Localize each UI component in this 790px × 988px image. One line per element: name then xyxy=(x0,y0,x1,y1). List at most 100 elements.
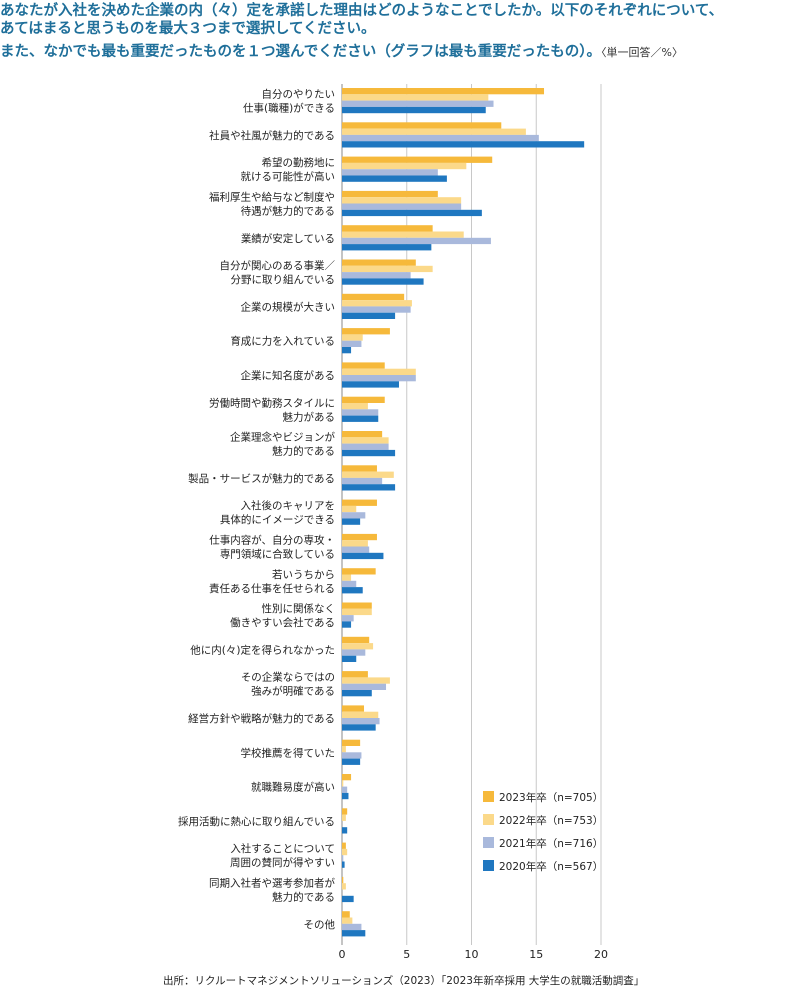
category-label: 分野に取り組んでいる xyxy=(231,273,335,286)
question-line-2: あてはまると思うものを最大３つまで選択してください。 xyxy=(0,21,376,37)
category-label: 労働時間や勤務スタイルに xyxy=(209,396,335,409)
bar xyxy=(342,780,344,787)
category-label: 魅力がある xyxy=(283,410,336,423)
bar xyxy=(342,471,394,478)
category-label: 就職難易度が高い xyxy=(251,781,335,794)
category-label: 企業に知名度がある xyxy=(241,369,336,382)
bar xyxy=(342,643,374,650)
bar xyxy=(342,237,491,245)
x-tick-label: 0 xyxy=(339,948,346,961)
category-label: 仕事内容が、自分の専攻・ xyxy=(209,534,335,547)
category-label: 製品・サービスが魅力的である xyxy=(188,472,335,485)
bar xyxy=(342,724,376,731)
x-tick-label: 15 xyxy=(529,948,543,961)
bar xyxy=(342,827,348,834)
category-label: 魅力的である xyxy=(272,445,335,458)
bar xyxy=(342,792,349,800)
bar xyxy=(342,602,372,609)
category-label: 周囲の賛同が得やすい xyxy=(230,856,335,869)
category-label: 学校推薦を得ていた xyxy=(241,746,336,759)
category-label: 社員や社風が魅力的である xyxy=(209,129,335,142)
bar xyxy=(342,94,489,101)
category-labels: 自分のやりたい仕事(職種)ができる社員や社風が魅力的である希望の勤務地に就ける可… xyxy=(178,88,335,931)
bar xyxy=(342,437,389,444)
bar xyxy=(342,340,362,347)
bar xyxy=(342,705,365,712)
bar xyxy=(342,505,357,513)
bar xyxy=(342,449,396,457)
question-line-3-text: また、なかでも最も重要だったものを１つ選んでください（グラフは最も重要だったもの… xyxy=(0,44,602,60)
bar xyxy=(342,209,482,217)
bar xyxy=(342,431,383,438)
category-label: その企業ならではの xyxy=(241,671,335,684)
bar xyxy=(342,587,363,594)
category-label: その他 xyxy=(304,918,336,931)
category-label: 強みが明確である xyxy=(251,685,335,698)
bar xyxy=(342,368,416,375)
bar xyxy=(342,512,366,519)
bar xyxy=(342,546,370,553)
bar xyxy=(342,739,361,746)
bar xyxy=(342,106,486,114)
bar xyxy=(342,615,354,622)
bar xyxy=(342,758,361,765)
bar xyxy=(342,636,370,644)
bar xyxy=(342,911,350,918)
bar xyxy=(342,122,502,129)
category-label: 就ける可能性が高い xyxy=(241,170,336,183)
bar xyxy=(342,347,352,354)
bar xyxy=(342,231,464,238)
bar xyxy=(342,403,368,410)
bar xyxy=(342,293,405,301)
bar xyxy=(342,306,411,313)
legend-swatch xyxy=(483,860,494,871)
bar xyxy=(342,312,396,319)
question-line-3: また、なかでも最も重要だったものを１つ選んでください（グラフは最も重要だったもの… xyxy=(0,43,790,62)
bar xyxy=(342,190,438,198)
category-label: 同期入社者や選考参加者が xyxy=(209,877,335,890)
x-tick-label: 5 xyxy=(403,948,410,961)
category-label: 企業の規模が大きい xyxy=(241,300,336,313)
bar xyxy=(342,169,438,176)
bar xyxy=(342,484,396,491)
bar xyxy=(342,861,345,868)
x-tick-label: 10 xyxy=(465,948,479,961)
bar xyxy=(342,443,389,450)
bar xyxy=(342,574,352,581)
bar xyxy=(342,568,376,575)
category-label: 待遇が魅力的である xyxy=(241,205,335,218)
bar xyxy=(342,518,361,525)
bar xyxy=(342,848,348,856)
bar xyxy=(342,808,348,815)
category-label: 他に内(々)定を得られなかった xyxy=(190,643,335,656)
category-label: 専門領域に合致している xyxy=(220,548,335,561)
bar xyxy=(342,540,368,547)
legend-label: 2020年卒（n=567） xyxy=(499,860,603,873)
bar xyxy=(342,876,344,884)
bar xyxy=(342,752,362,759)
source-note: 出所：リクルートマネジメントソリューションズ（2023）「2023年新卒採用 大… xyxy=(163,975,645,987)
category-label: 企業理念やビジョンが xyxy=(230,431,335,444)
category-label: 入社することについて xyxy=(230,842,335,855)
category-label: 育成に力を入れている xyxy=(230,335,335,348)
bars xyxy=(342,88,585,937)
bar xyxy=(342,88,545,95)
bar xyxy=(342,649,366,656)
legend-swatch xyxy=(483,837,494,848)
category-label: 若いうちから xyxy=(272,568,335,581)
bar xyxy=(342,718,380,725)
bar xyxy=(342,690,372,697)
bar xyxy=(342,162,467,170)
bar xyxy=(342,141,585,148)
bar xyxy=(342,711,379,718)
bar xyxy=(342,225,433,232)
bar xyxy=(342,608,372,616)
bar xyxy=(342,923,362,931)
bar xyxy=(342,362,385,369)
category-label: 福利厚生や給与など制度や xyxy=(209,191,335,204)
bar xyxy=(342,552,384,560)
bar xyxy=(342,381,399,388)
bar xyxy=(342,259,416,266)
legend-label: 2022年卒（n=753） xyxy=(499,814,603,827)
